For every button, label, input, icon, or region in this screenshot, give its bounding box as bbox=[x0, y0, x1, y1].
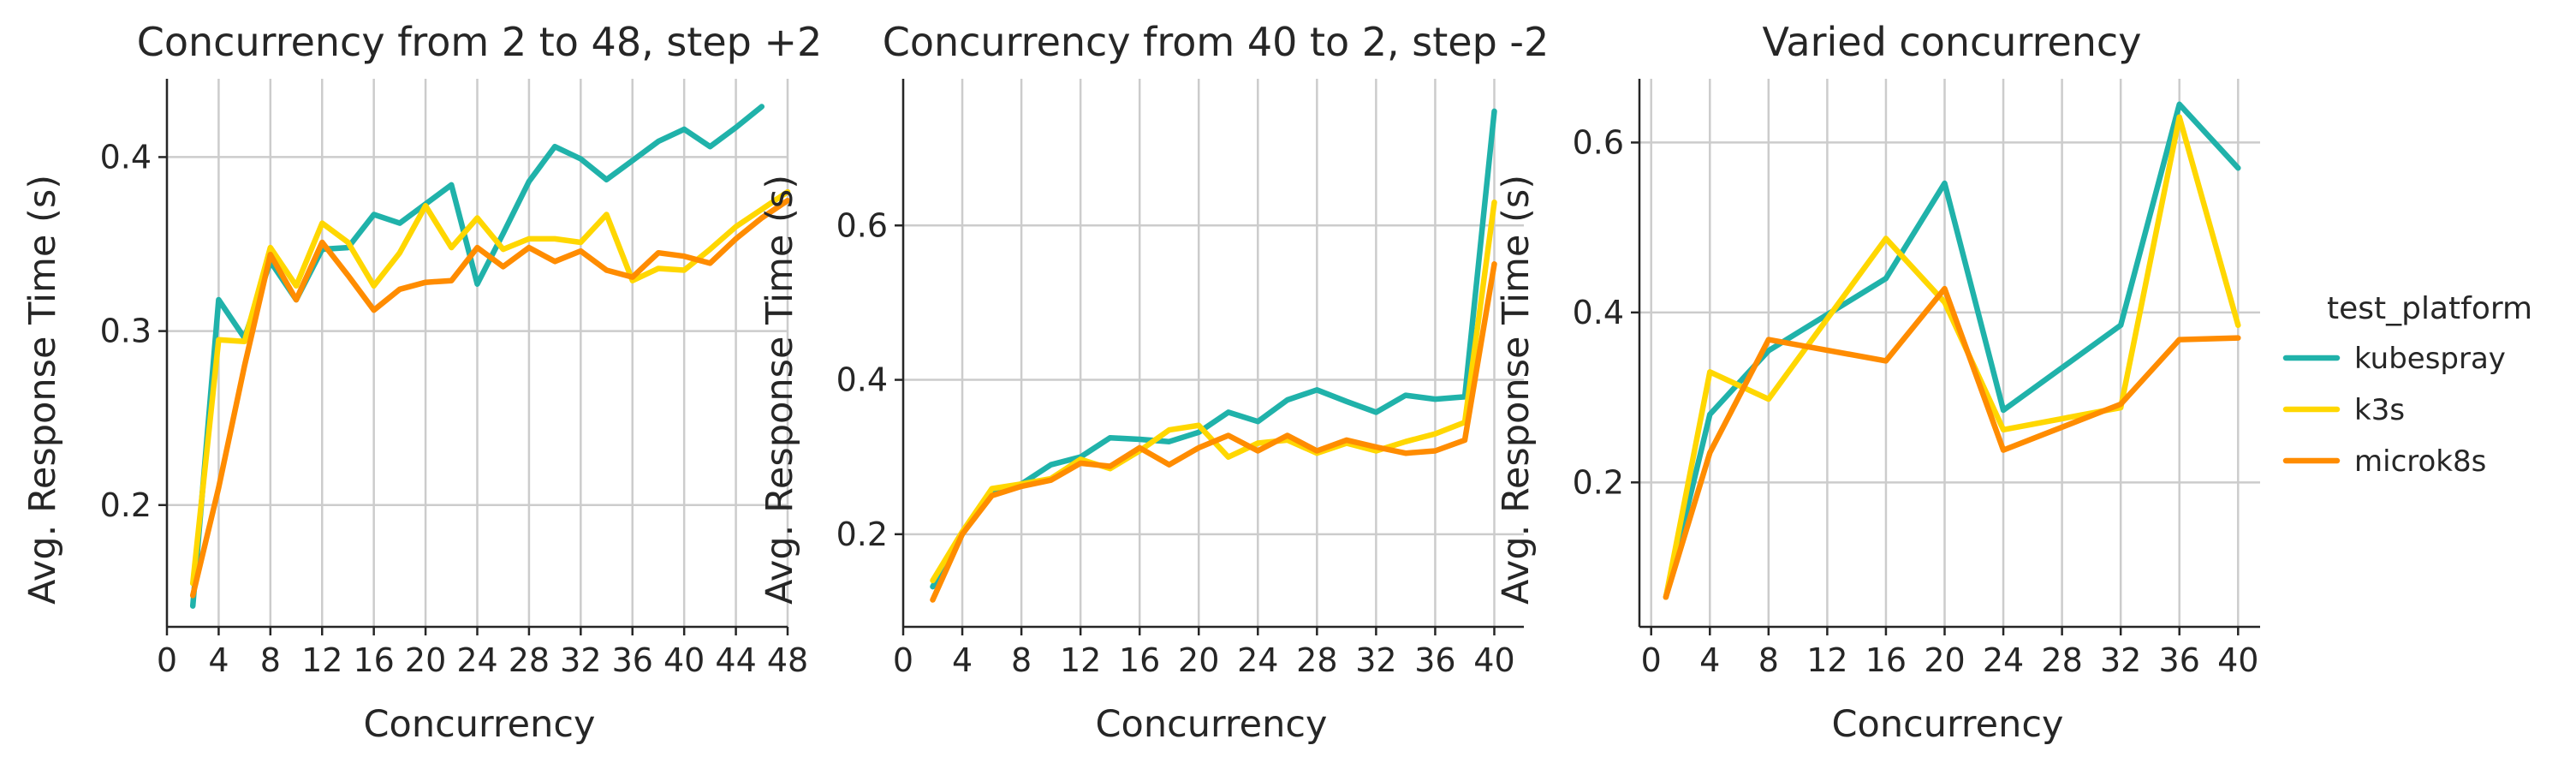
x-tick-label: 28 bbox=[2041, 641, 2082, 679]
series-lines bbox=[1663, 101, 2241, 600]
x-tick-label: 20 bbox=[1924, 641, 1965, 679]
x-axis-label: Concurrency bbox=[1096, 703, 1328, 746]
x-axis-label: Concurrency bbox=[1832, 703, 2064, 746]
axes: 0 4 8 12 16 20 24 28 32 36 40 0.2 0.4 0.6 bbox=[836, 79, 1524, 679]
x-tick-label: 24 bbox=[456, 641, 497, 679]
series-line-microk8s bbox=[930, 261, 1497, 603]
grid bbox=[901, 79, 1524, 627]
x-tick-label: 20 bbox=[1178, 641, 1219, 679]
x-tick-label: 28 bbox=[1296, 641, 1337, 679]
x-tick-label: 16 bbox=[353, 641, 394, 679]
y-tick-label: 0.4 bbox=[1573, 294, 1624, 331]
legend: test_platform kubespray k3s microk8s bbox=[2282, 291, 2532, 479]
panel-varied-concurrency: Varied concurrency Concurrency Avg. Resp… bbox=[1495, 19, 2260, 746]
x-tick-label: 12 bbox=[1060, 641, 1101, 679]
x-tick-label: 0 bbox=[893, 641, 913, 679]
y-axis-label: Avg. Response Time (s) bbox=[759, 175, 801, 605]
series-line-kubespray bbox=[1663, 101, 2241, 600]
y-tick-label: 0.4 bbox=[836, 361, 888, 399]
x-tick-label: 36 bbox=[2159, 641, 2200, 679]
y-tick-label: 0.4 bbox=[100, 138, 152, 176]
x-tick-label: 12 bbox=[301, 641, 342, 679]
x-tick-label: 24 bbox=[1237, 641, 1278, 679]
x-tick-label: 36 bbox=[1414, 641, 1455, 679]
x-tick-label: 16 bbox=[1865, 641, 1907, 679]
panel-decreasing-concurrency: Concurrency from 40 to 2, step -2 Concur… bbox=[759, 19, 1549, 746]
x-tick-label: 28 bbox=[509, 641, 550, 679]
x-tick-label: 40 bbox=[1473, 641, 1514, 679]
x-tick-label: 32 bbox=[560, 641, 601, 679]
series-lines bbox=[930, 108, 1497, 603]
panel-title: Varied concurrency bbox=[1763, 19, 2142, 65]
series-line-microk8s bbox=[1663, 285, 2241, 600]
x-tick-label: 48 bbox=[767, 641, 808, 679]
x-tick-label: 4 bbox=[1699, 641, 1720, 679]
y-axis-label: Avg. Response Time (s) bbox=[21, 175, 64, 605]
legend-title: test_platform bbox=[2327, 291, 2532, 326]
x-tick-label: 4 bbox=[952, 641, 973, 679]
x-tick-label: 0 bbox=[157, 641, 177, 679]
y-tick-label: 0.6 bbox=[836, 206, 888, 244]
x-tick-label: 36 bbox=[612, 641, 653, 679]
y-tick-label: 0.2 bbox=[836, 516, 888, 553]
legend-label: kubespray bbox=[2354, 342, 2506, 376]
x-tick-label: 8 bbox=[1758, 641, 1779, 679]
series-line-microk8s bbox=[189, 197, 791, 599]
legend-label: microk8s bbox=[2354, 444, 2486, 479]
x-tick-label: 44 bbox=[715, 641, 756, 679]
x-tick-label: 40 bbox=[2217, 641, 2258, 679]
x-tick-label: 8 bbox=[260, 641, 281, 679]
legend-item-k3s: k3s bbox=[2282, 393, 2405, 427]
x-tick-label: 16 bbox=[1119, 641, 1160, 679]
x-tick-label: 12 bbox=[1806, 641, 1847, 679]
series-line-k3s bbox=[189, 188, 791, 587]
legend-item-kubespray: kubespray bbox=[2282, 342, 2506, 376]
panel-increasing-concurrency: Concurrency from 2 to 48, step +2 Concur… bbox=[21, 19, 822, 746]
y-tick-label: 0.2 bbox=[1573, 463, 1624, 501]
axes: 0 4 8 12 16 20 24 28 32 36 40 44 480.20.30.4 bbox=[100, 79, 808, 679]
x-tick-label: 40 bbox=[663, 641, 705, 679]
legend-entries: kubespray k3s microk8s bbox=[2282, 342, 2506, 479]
y-axis-label: Avg. Response Time (s) bbox=[1495, 175, 1538, 605]
x-tick-label: 4 bbox=[208, 641, 229, 679]
legend-item-microk8s: microk8s bbox=[2282, 444, 2486, 479]
x-tick-label: 32 bbox=[1355, 641, 1396, 679]
axes: 0 4 8 12 16 20 24 28 32 36 40 0.2 0.4 0.6 bbox=[1573, 79, 2260, 679]
x-tick-label: 32 bbox=[2100, 641, 2141, 679]
x-tick-label: 20 bbox=[405, 641, 446, 679]
panel-title: Concurrency from 2 to 48, step +2 bbox=[137, 19, 823, 65]
series-line-k3s bbox=[1663, 114, 2241, 600]
y-tick-label: 0.6 bbox=[1573, 123, 1624, 161]
x-axis-label: Concurrency bbox=[364, 703, 596, 746]
panel-title: Concurrency from 40 to 2, step -2 bbox=[883, 19, 1550, 65]
x-tick-label: 0 bbox=[1641, 641, 1662, 679]
legend-label: k3s bbox=[2354, 393, 2405, 427]
x-tick-label: 8 bbox=[1011, 641, 1032, 679]
y-tick-label: 0.2 bbox=[100, 486, 152, 524]
y-tick-label: 0.3 bbox=[100, 313, 152, 350]
x-tick-label: 24 bbox=[1983, 641, 2024, 679]
series-lines bbox=[189, 104, 791, 609]
